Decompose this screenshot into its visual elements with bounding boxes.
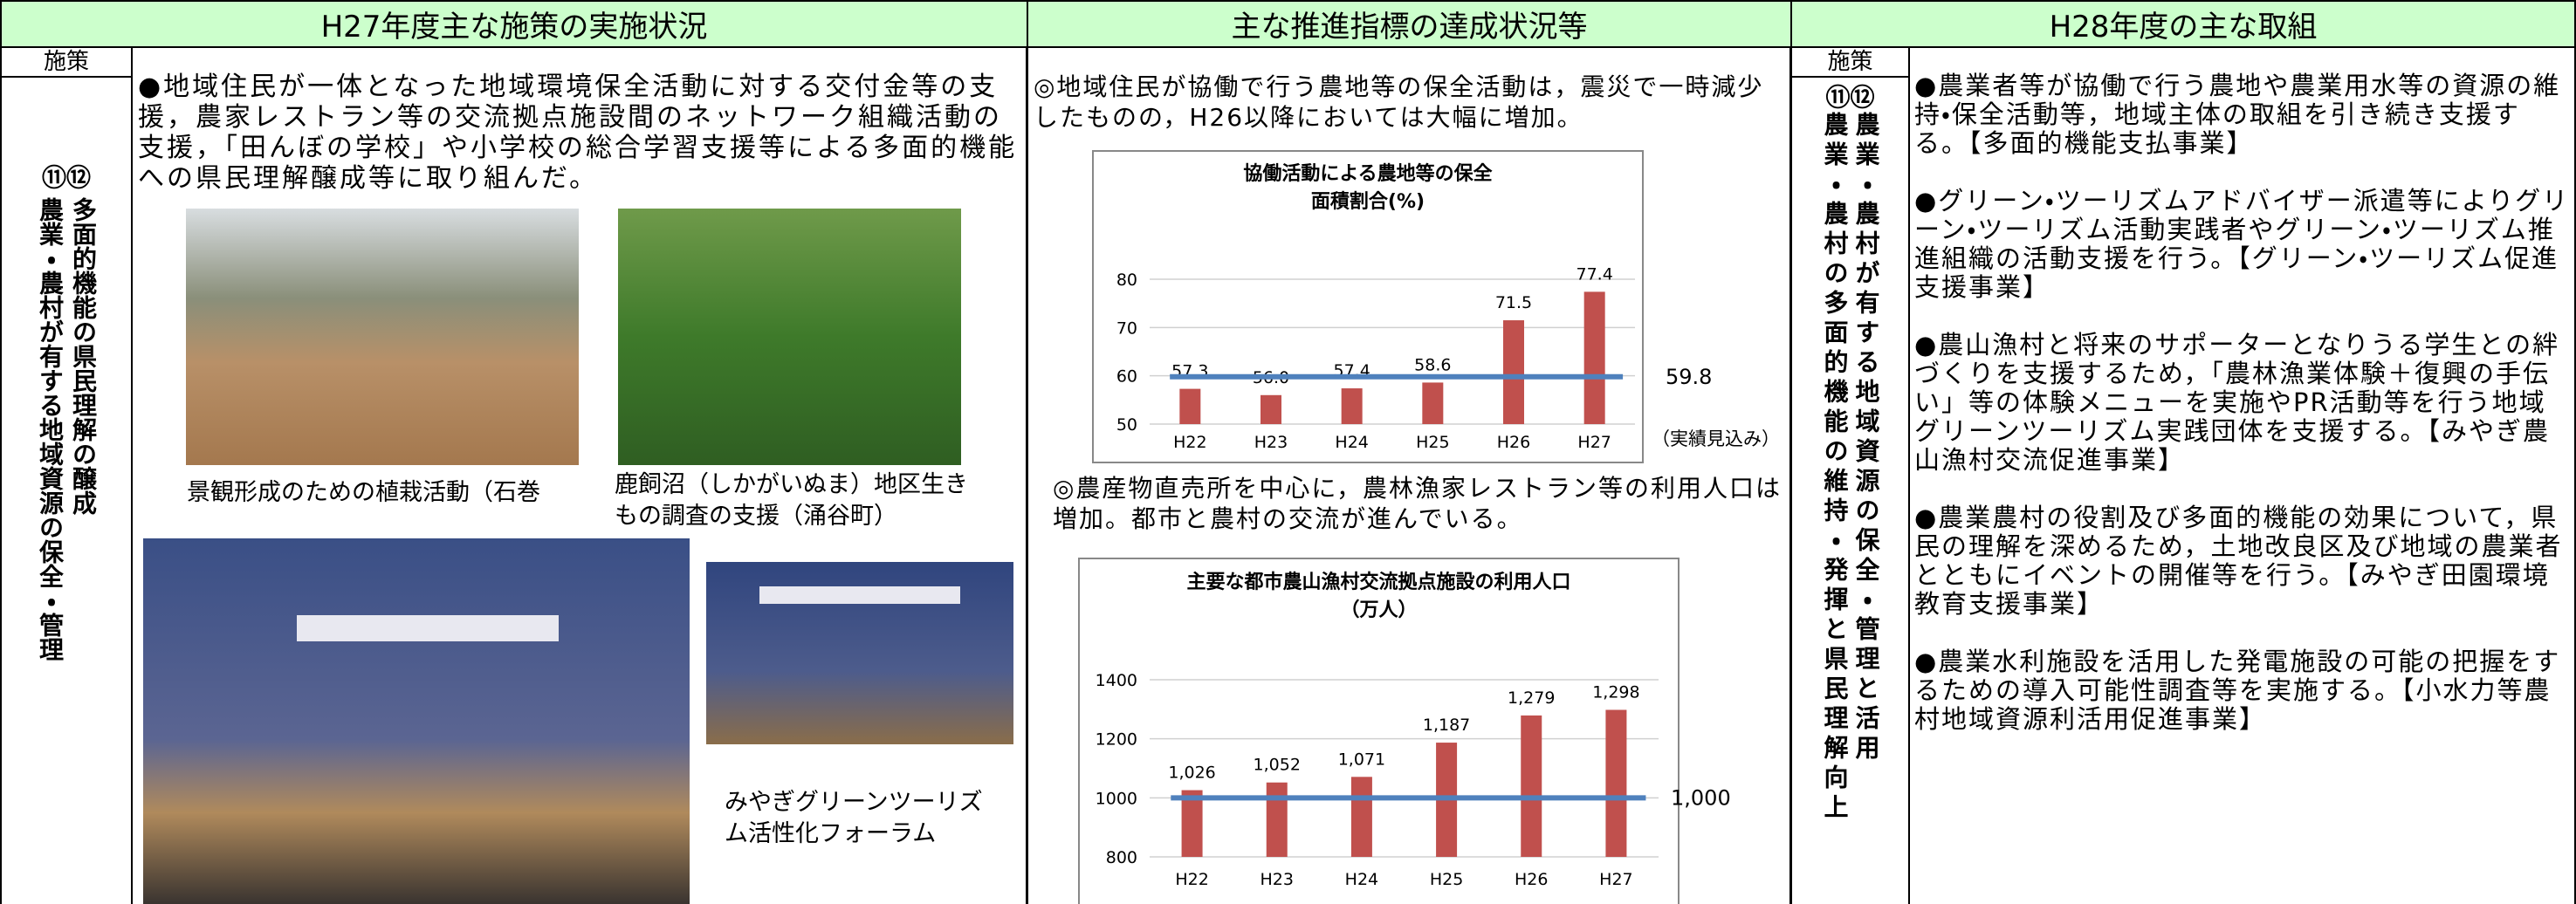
value-label: 1,187 bbox=[1423, 716, 1470, 735]
y-tick-label: 1000 bbox=[1096, 789, 1137, 808]
value-label: 1,026 bbox=[1168, 764, 1215, 783]
border bbox=[1789, 46, 1792, 904]
y-tick-label: 800 bbox=[1106, 848, 1137, 867]
measure: 農業・農村が有する地域資源の保全・管理と活用 bbox=[1851, 112, 1881, 824]
photo-caption: 鹿飼沼（しかがいぬま）地区生きもの調査の支援（涌谷町） bbox=[615, 469, 981, 532]
x-tick-label: H23 bbox=[1254, 433, 1288, 452]
x-tick-label: H27 bbox=[1599, 870, 1632, 889]
value-label: 1,298 bbox=[1592, 683, 1639, 702]
measure-label: 施策 bbox=[1792, 48, 1908, 78]
photo bbox=[618, 209, 961, 465]
plan-item: ●農業水利施設を活用した発電施設の可能の把握をするための導入可能性調査等を実施す… bbox=[1914, 647, 2571, 734]
bar bbox=[1521, 716, 1542, 857]
column-header: 主な推進指標の達成状況等 bbox=[1027, 0, 1792, 48]
measure: 農業・農村の多面的機能の維持・発揮と県民理解向上 bbox=[1820, 112, 1850, 824]
indicator-text: ◎地域住民が協働で行う農地等の保全活動は，震災で一時減少したものの，H26以降に… bbox=[1034, 72, 1786, 133]
x-tick-label: H23 bbox=[1261, 870, 1294, 889]
x-tick-label: H24 bbox=[1345, 870, 1378, 889]
x-tick-label: H22 bbox=[1173, 433, 1206, 452]
bar bbox=[1503, 320, 1524, 424]
value-label: 77.4 bbox=[1577, 264, 1613, 284]
x-tick-label: H24 bbox=[1335, 433, 1368, 452]
x-tick-label: H25 bbox=[1430, 870, 1463, 889]
photo-banner bbox=[759, 586, 960, 604]
value-label: 58.6 bbox=[1414, 355, 1451, 374]
plan-item: ●グリーン・ツーリズムアドバイザー派遣等によりグリーン・ツーリズム活動実践者やグ… bbox=[1914, 187, 2571, 302]
x-tick-label: H25 bbox=[1416, 433, 1449, 452]
bar bbox=[1267, 783, 1288, 857]
y-tick-label: 70 bbox=[1116, 318, 1137, 338]
indicator-text: ◎農産物直売所を中心に，農林漁家レストラン等の利用人口は増加。都市と農村の交流が… bbox=[1053, 473, 1786, 534]
x-tick-label: H26 bbox=[1515, 870, 1548, 889]
bar bbox=[1605, 710, 1626, 857]
photo-caption: 景観形成のための植栽活動（石巻 bbox=[187, 477, 588, 509]
x-tick-label: H26 bbox=[1497, 433, 1530, 452]
photos bbox=[0, 0, 1027, 904]
plan-item: ●農業農村の役割及び多面的機能の効果について，県民の理解を深めるため，土地改良区… bbox=[1914, 503, 2571, 619]
chart-subtitle: （万人） bbox=[1340, 599, 1417, 621]
y-tick-label: 50 bbox=[1116, 415, 1137, 435]
measure-number: ⑪⑫ bbox=[1792, 79, 1908, 113]
bar bbox=[1261, 395, 1281, 424]
y-tick-label: 1400 bbox=[1096, 671, 1137, 690]
border bbox=[1908, 46, 1910, 904]
photo-caption: みやぎグリーンツーリズム活性化フォーラム bbox=[725, 787, 1004, 850]
target-label: 59.8 bbox=[1666, 365, 1712, 389]
value-label: 1,052 bbox=[1254, 756, 1301, 775]
chart: 協働活動による農地等の保全面積割合(%)5060708057.3H2256.0H… bbox=[1082, 148, 1785, 467]
plan-item: ●農業者等が協働で行う農地や農業用水等の資源の維持・保全活動等，地域主体の取組を… bbox=[1914, 72, 2571, 158]
value-label: 1,279 bbox=[1508, 688, 1555, 708]
y-tick-label: 1200 bbox=[1096, 730, 1137, 750]
target-label: 1,000 bbox=[1671, 785, 1731, 810]
value-label: 1,071 bbox=[1338, 750, 1385, 769]
plan-list: ●農業者等が協働で行う農地や農業用水等の資源の維持・保全活動等，地域主体の取組を… bbox=[1914, 72, 2571, 734]
chart-title: 主要な都市農山漁村交流拠点施設の利用人口 bbox=[1117, 569, 1641, 597]
chart: 主要な都市農山漁村交流拠点施設の利用人口（万人） 800 1000 1200 1400 1… bbox=[1074, 555, 1785, 904]
bar bbox=[1584, 291, 1605, 424]
page: H27年度主な施策の実施状況 主な推進指標の達成状況等 H28年度の主な取組 施… bbox=[0, 0, 2576, 904]
y-tick-label: 80 bbox=[1116, 271, 1137, 290]
chart-title-box: 協働活動による農地等の保全面積割合(%) bbox=[1241, 161, 1494, 230]
measure-group: 農業・農村の多面的機能の維持・発揮と県民理解向上 農業・農村が有する地域資源の保… bbox=[1795, 112, 1906, 824]
bar bbox=[1342, 388, 1363, 424]
photo bbox=[143, 538, 690, 904]
chart-title: 協働活動による農地等の保全面積割合(%) bbox=[1241, 161, 1494, 216]
photo-banner bbox=[297, 615, 559, 641]
bar bbox=[1422, 382, 1443, 424]
photo bbox=[186, 209, 579, 465]
value-label: 71.5 bbox=[1495, 293, 1532, 312]
annotation: （実績見込み） bbox=[1652, 428, 1780, 449]
x-tick-label: H22 bbox=[1175, 870, 1208, 889]
y-tick-label: 60 bbox=[1116, 367, 1137, 387]
bar bbox=[1179, 389, 1200, 424]
column-header: H28年度の主な取組 bbox=[1790, 0, 2576, 48]
plan-item: ●農山漁村と将来のサポーターとなりうる学生との絆づくりを支援するため，「農林漁業… bbox=[1914, 331, 2571, 475]
x-tick-label: H27 bbox=[1577, 433, 1611, 452]
bar bbox=[1351, 777, 1372, 857]
